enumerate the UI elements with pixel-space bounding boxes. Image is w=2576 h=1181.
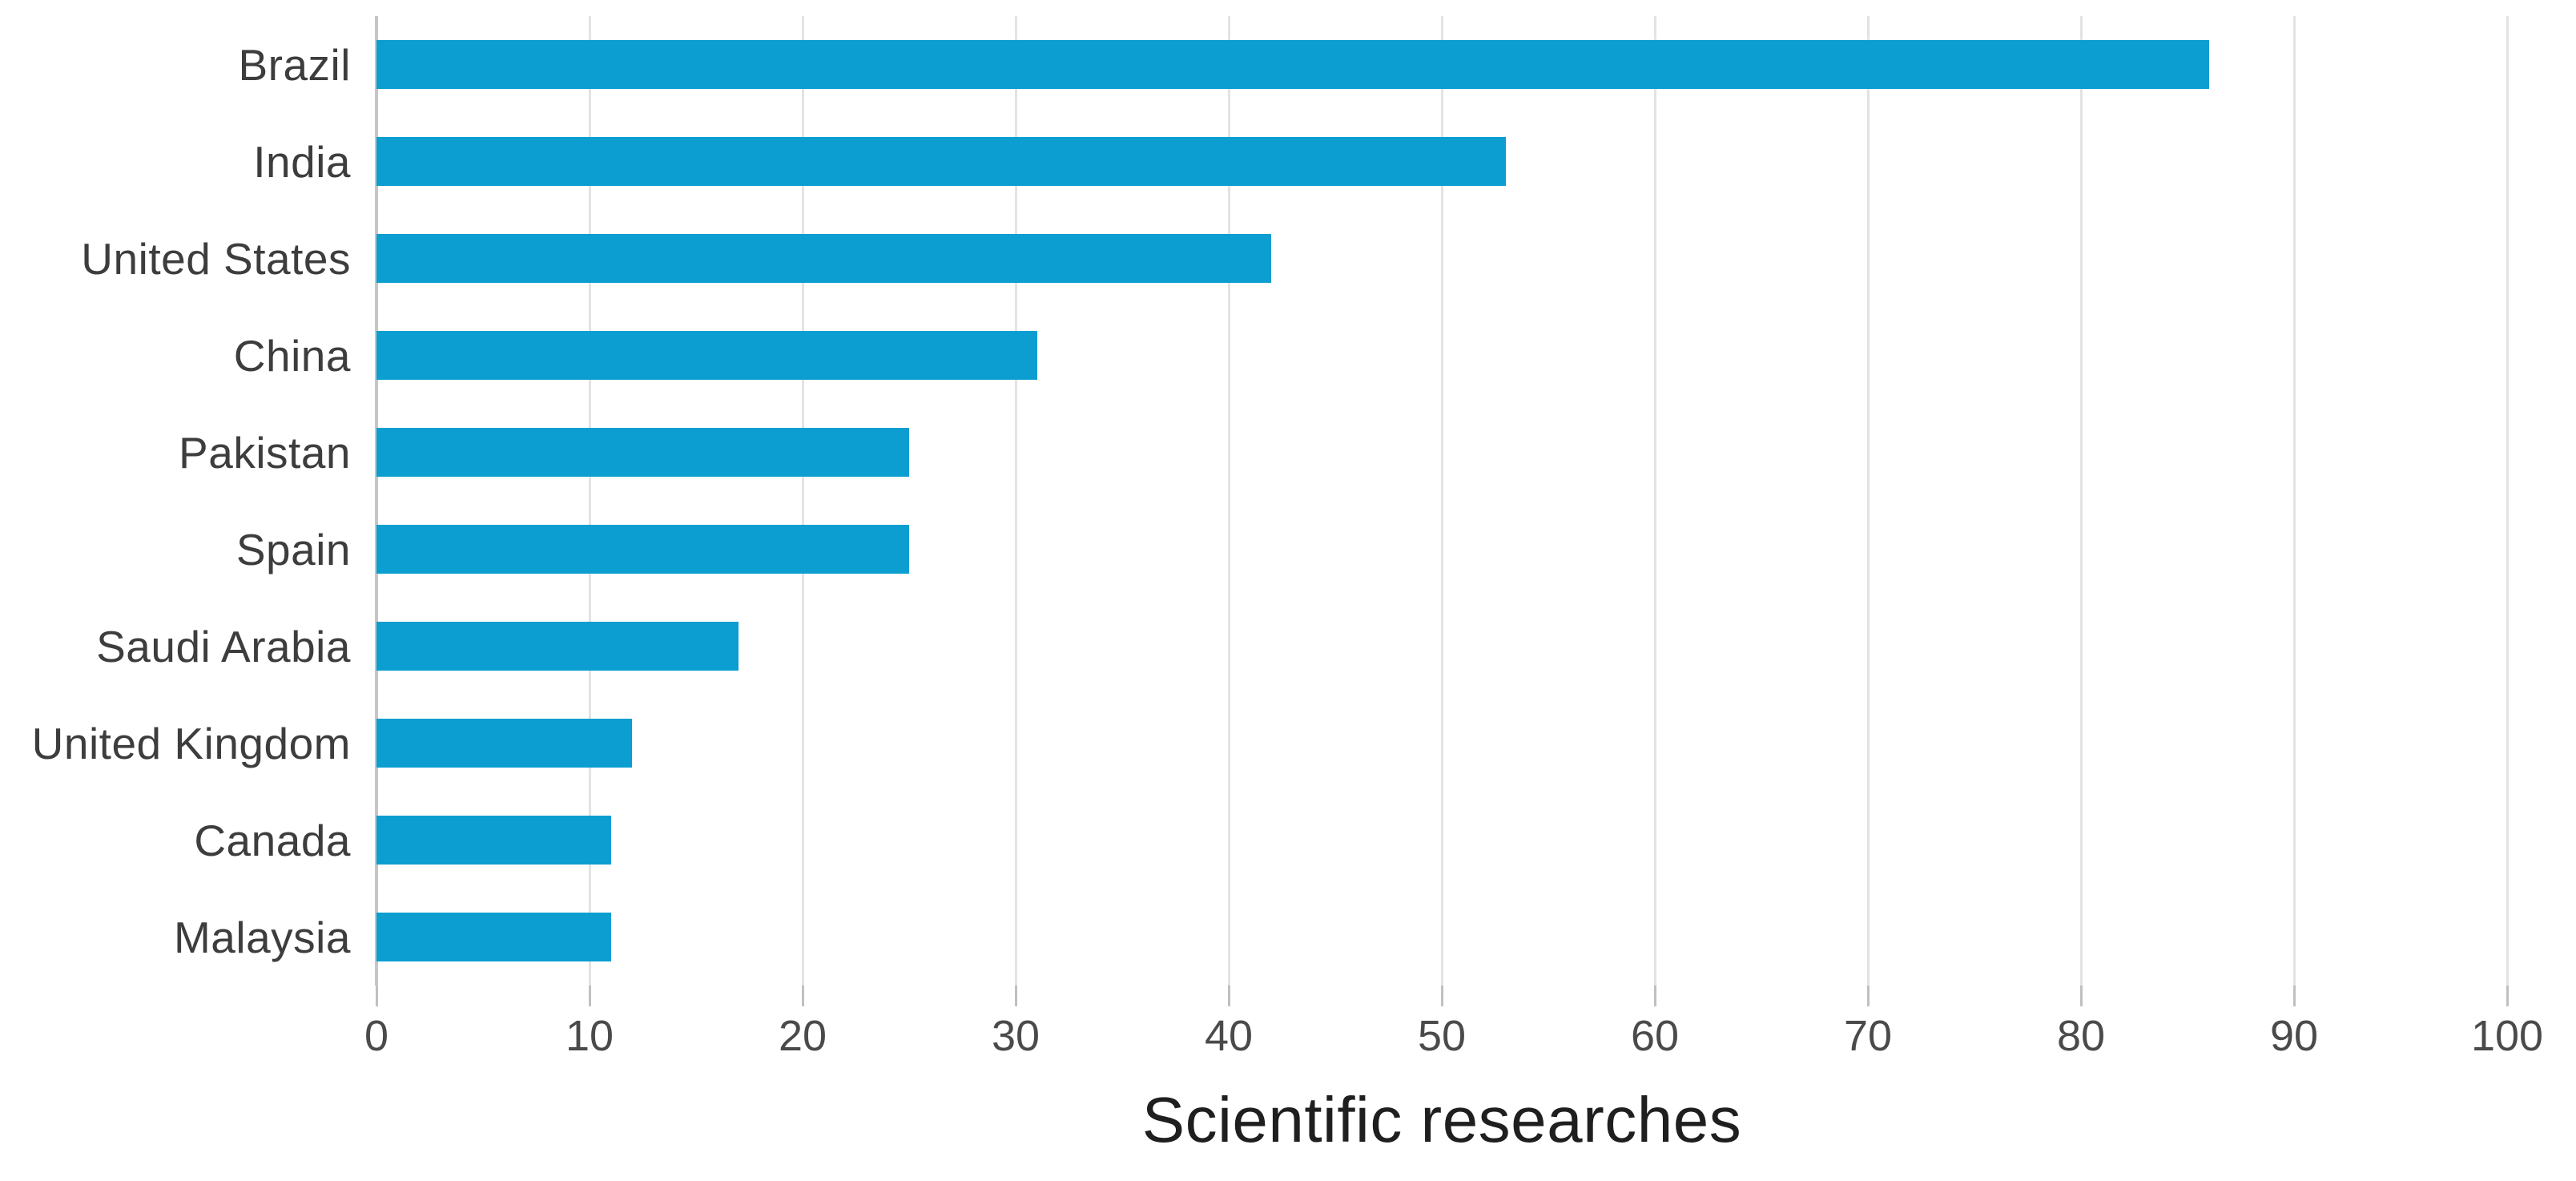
bar (376, 816, 611, 865)
x-axis-label: Scientific researches (1141, 1084, 1742, 1155)
category-label: Malaysia (173, 912, 351, 962)
category-label: United Kingdom (31, 718, 351, 768)
gridline (1015, 16, 1017, 986)
tick-label: 10 (565, 1012, 614, 1060)
tick-label: 100 (2470, 1012, 2544, 1060)
tick-label: 90 (2269, 1012, 2319, 1060)
tick-mark (589, 986, 591, 1006)
gridline (1867, 16, 1870, 986)
gridline (2080, 16, 2083, 986)
tick-label: 40 (1204, 1012, 1254, 1060)
tick-label: 70 (1843, 1012, 1893, 1060)
bar (376, 40, 2209, 89)
tick-mark (1867, 986, 1870, 1006)
tick-label: 20 (778, 1012, 827, 1060)
tick-mark (376, 986, 378, 1006)
bar (376, 137, 1506, 186)
bar (376, 913, 611, 961)
gridline (1654, 16, 1656, 986)
bar (376, 331, 1037, 380)
bar (376, 719, 633, 768)
bar (376, 428, 909, 477)
x-axis-tick-marks (376, 986, 2509, 1006)
tick-label: 0 (364, 1012, 389, 1060)
y-axis-line (375, 16, 378, 986)
bar (376, 525, 909, 574)
tick-mark (1654, 986, 1656, 1006)
category-label: Pakistan (179, 427, 351, 478)
bar (376, 622, 739, 671)
tick-label: 30 (991, 1012, 1040, 1060)
gridline (802, 16, 804, 986)
gridline (2506, 16, 2509, 986)
gridline (1441, 16, 1443, 986)
plot-area (375, 16, 2509, 986)
category-label: China (233, 330, 351, 381)
tick-mark (2293, 986, 2296, 1006)
category-label: Canada (194, 815, 351, 865)
category-label: Saudi Arabia (96, 621, 351, 671)
category-label: Spain (235, 524, 351, 574)
x-axis-tick-labels: 0 10 20 30 40 50 60 70 80 90 100 (364, 1011, 2543, 1067)
tick-label: 50 (1417, 1012, 1467, 1060)
tick-mark (1015, 986, 1017, 1006)
tick-mark (1441, 986, 1443, 1006)
category-label: Brazil (238, 39, 351, 90)
bar (376, 234, 1272, 283)
gridline (1228, 16, 1230, 986)
category-label: United States (81, 233, 351, 284)
tick-label: 80 (2056, 1012, 2106, 1060)
tick-mark (1228, 986, 1230, 1006)
gridline (589, 16, 591, 986)
tick-mark (2506, 986, 2509, 1006)
category-label: India (253, 136, 351, 187)
tick-mark (802, 986, 804, 1006)
tick-label: 60 (1630, 1012, 1680, 1060)
category-labels: Brazil India United States China Pakistan Spa… (0, 16, 351, 986)
tick-mark (2080, 986, 2083, 1006)
gridline (2293, 16, 2296, 986)
